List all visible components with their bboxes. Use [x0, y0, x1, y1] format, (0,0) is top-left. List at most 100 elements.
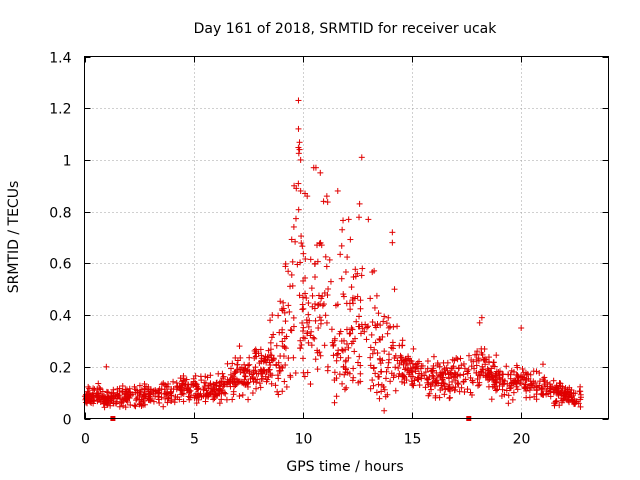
- data-point: [250, 378, 257, 385]
- data-point: [464, 370, 471, 377]
- data-point: [374, 320, 381, 327]
- data-point: [268, 380, 275, 387]
- data-point: [396, 342, 403, 349]
- data-point: [470, 358, 477, 365]
- data-point: [357, 370, 364, 377]
- data-point: [324, 292, 331, 299]
- data-point: [275, 312, 282, 319]
- data-point: [434, 374, 441, 381]
- data-point: [133, 395, 140, 402]
- data-point: [182, 381, 189, 388]
- data-point: [375, 310, 382, 317]
- data-point: [305, 323, 312, 330]
- data-point: [335, 347, 342, 354]
- data-point: [267, 339, 274, 346]
- data-point: [323, 319, 330, 326]
- data-point: [317, 169, 324, 176]
- data-point: [162, 395, 169, 402]
- data-point: [437, 386, 444, 393]
- data-point: [132, 403, 139, 410]
- data-point: [184, 387, 191, 394]
- data-point: [507, 371, 514, 378]
- data-point: [476, 319, 483, 326]
- data-point: [305, 299, 312, 306]
- data-point: [389, 229, 396, 236]
- data-point: [297, 187, 304, 194]
- data-point: [215, 387, 222, 394]
- data-point: [318, 295, 325, 302]
- data-point: [367, 385, 374, 392]
- data-point: [295, 150, 302, 157]
- data-point: [453, 355, 460, 362]
- data-point: [373, 292, 380, 299]
- data-point: [195, 396, 202, 403]
- data-point: [309, 303, 316, 310]
- data-point: [380, 383, 387, 390]
- plot-frame: [84, 56, 609, 419]
- data-point: [425, 392, 432, 399]
- data-point: [317, 352, 324, 359]
- data-point: [312, 164, 319, 171]
- data-point: [385, 351, 392, 358]
- data-point: [220, 383, 227, 390]
- data-point: [173, 379, 180, 386]
- data-point: [340, 291, 347, 298]
- data-point: [536, 369, 543, 376]
- data-point: [396, 360, 403, 367]
- data-point: [354, 270, 361, 277]
- data-point: [288, 271, 295, 278]
- data-point: [210, 396, 217, 403]
- data-point: [164, 389, 171, 396]
- data-point: [297, 156, 304, 163]
- data-point: [445, 385, 452, 392]
- data-point: [239, 391, 246, 398]
- data-point: [533, 396, 540, 403]
- data-point: [277, 298, 284, 305]
- data-point: [347, 306, 354, 313]
- data-point: [381, 407, 388, 414]
- data-point: [332, 302, 339, 309]
- data-point: [343, 326, 350, 333]
- data-point: [363, 336, 370, 343]
- data-point: [104, 393, 111, 400]
- data-point: [279, 329, 286, 336]
- data-point: [280, 299, 287, 306]
- data-point: [365, 216, 372, 223]
- data-point: [458, 384, 465, 391]
- data-point: [318, 317, 325, 324]
- data-point: [465, 366, 472, 373]
- data-point: [279, 338, 286, 345]
- data-point: [207, 381, 214, 388]
- data-point: [476, 381, 483, 388]
- data-point: [577, 383, 584, 390]
- data-point: [265, 374, 272, 381]
- data-point: [331, 369, 338, 376]
- data-point: [290, 314, 297, 321]
- data-point: [571, 401, 578, 408]
- data-point: [577, 394, 584, 401]
- data-point: [509, 396, 516, 403]
- data-point: [425, 376, 432, 383]
- data-point: [101, 393, 108, 400]
- data-point: [396, 370, 403, 377]
- data-point: [354, 359, 361, 366]
- data-point: [406, 357, 413, 364]
- data-point: [323, 193, 330, 200]
- data-point: [403, 377, 410, 384]
- data-point: [384, 391, 391, 398]
- data-point: [374, 350, 381, 357]
- data-point: [384, 330, 391, 337]
- data-point: [303, 330, 310, 337]
- data-point: [540, 390, 547, 397]
- data-point: [475, 371, 482, 378]
- data-point: [274, 372, 281, 379]
- data-point: [177, 387, 184, 394]
- data-point: [497, 378, 504, 385]
- data-point: [365, 323, 372, 330]
- data-point: [210, 381, 217, 388]
- data-point: [367, 344, 374, 351]
- data-point: [331, 399, 338, 406]
- data-point: [249, 373, 256, 380]
- data-point: [104, 401, 111, 408]
- data-point: [339, 380, 346, 387]
